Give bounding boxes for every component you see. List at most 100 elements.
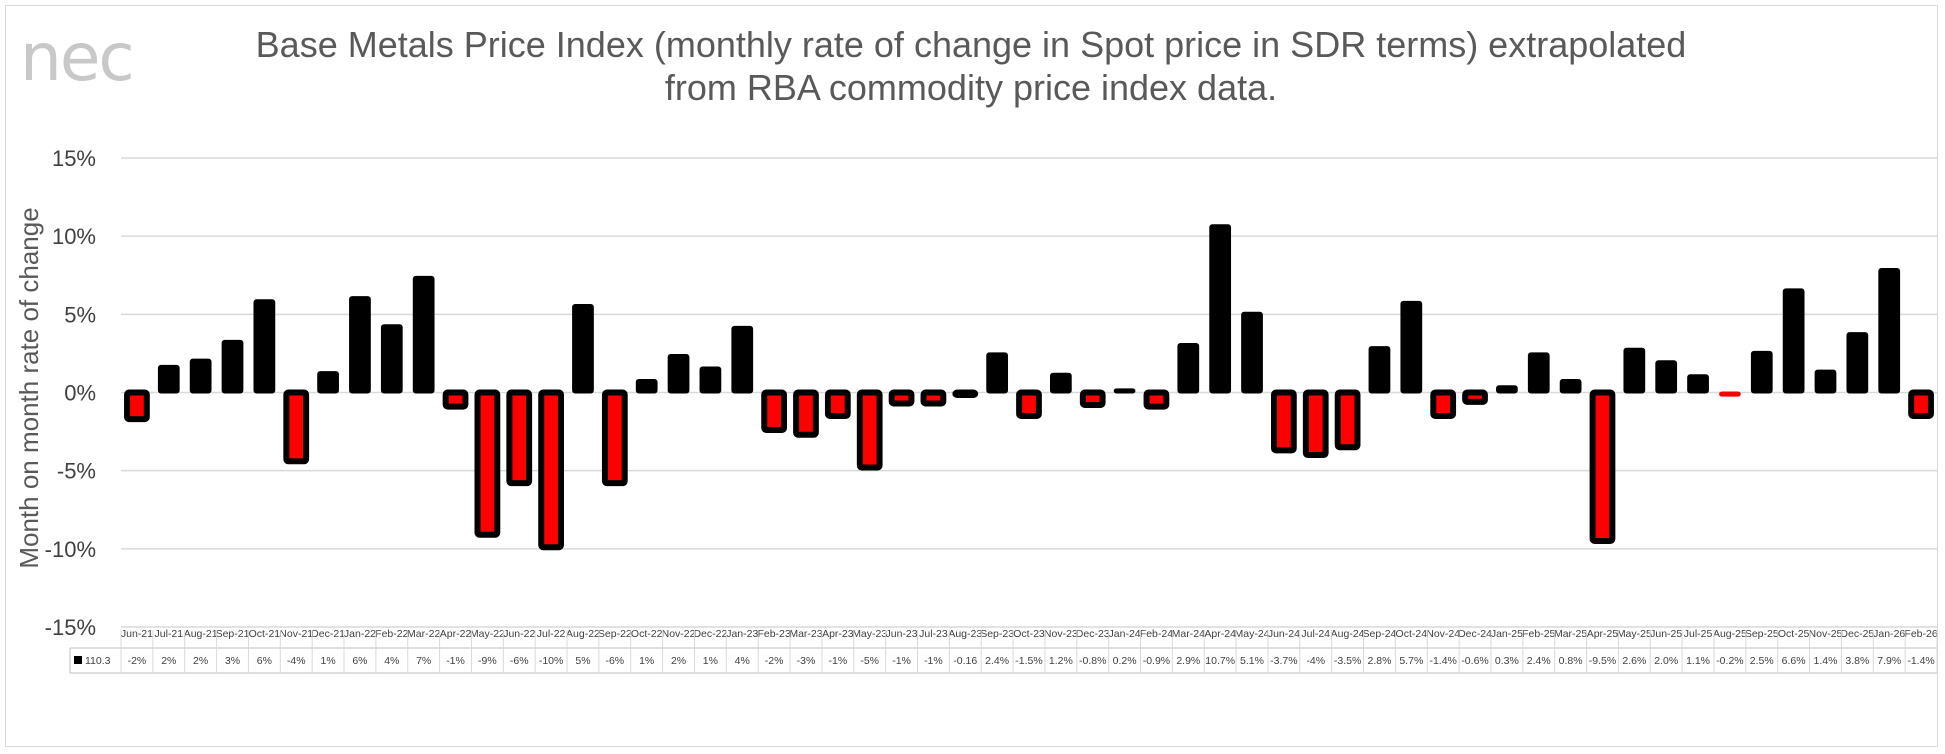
bar-jun-23 <box>888 389 915 407</box>
bar-oct-22 <box>635 378 658 394</box>
data-label: 2.4% <box>1527 655 1551 667</box>
data-label: -1.4% <box>1429 655 1456 667</box>
x-tick-label: Jun-24 <box>1268 628 1300 640</box>
data-label: 1.1% <box>1686 655 1710 667</box>
x-tick-label: Nov-25 <box>1809 628 1843 640</box>
nec-logo: nec <box>20 19 135 96</box>
bar-mar-22 <box>412 275 435 394</box>
x-tick-label: Jul-25 <box>1684 628 1713 640</box>
x-tick-label: Jan-24 <box>1109 628 1141 640</box>
data-label: -0.9% <box>1143 655 1170 667</box>
data-label: 7% <box>416 655 431 667</box>
data-label: 2% <box>193 655 208 667</box>
data-label: -1.5% <box>1015 655 1042 667</box>
bar-sep-23 <box>986 352 1009 394</box>
x-tick-label: Aug-25 <box>1713 628 1747 640</box>
x-tick-label: Nov-23 <box>1044 628 1078 640</box>
x-tick-label: Dec-24 <box>1458 628 1492 640</box>
x-tick-label: Sep-22 <box>598 628 632 640</box>
data-label: 4% <box>735 655 750 667</box>
legend-key <box>74 656 82 664</box>
bar-oct-25 <box>1782 288 1805 394</box>
data-label: 2.9% <box>1176 655 1200 667</box>
x-tick-label: May-24 <box>1235 628 1270 640</box>
y-tick-labels: 15% 10% 5% 0% -5% -10% -15% <box>45 146 96 640</box>
data-label: -0.6% <box>1461 655 1488 667</box>
data-label: -1.4% <box>1907 655 1934 667</box>
bar-jun-21 <box>124 389 150 423</box>
x-tick-label: Aug-22 <box>566 628 600 640</box>
bar-aug-22 <box>572 303 594 394</box>
x-tick-label: Dec-21 <box>311 628 345 640</box>
data-label: -3.7% <box>1270 655 1297 667</box>
x-tick-label: Aug-21 <box>184 628 218 640</box>
x-tick-label: Apr-23 <box>822 628 854 640</box>
data-label: 0.3% <box>1495 655 1519 667</box>
bar-jul-22 <box>538 389 564 551</box>
data-label: 2.0% <box>1654 655 1678 667</box>
y-tick-label: -10% <box>45 537 96 562</box>
y-tick-label: -15% <box>45 615 96 640</box>
x-tick-label: Sep-24 <box>1363 628 1397 640</box>
data-label: 2.5% <box>1750 655 1774 667</box>
bar-feb-22 <box>380 324 403 394</box>
x-tick-label: Jul-21 <box>154 628 183 640</box>
data-label: 2.4% <box>985 655 1009 667</box>
data-label: 2.8% <box>1367 655 1391 667</box>
bar-may-22 <box>474 389 501 538</box>
x-tick-label: Feb-22 <box>375 628 408 640</box>
data-label: -3.5% <box>1334 655 1361 667</box>
y-axis-label: Month on month rate of change <box>14 207 44 568</box>
bar-oct-21 <box>253 299 276 394</box>
data-label: -9.5% <box>1589 655 1616 667</box>
data-label: -4% <box>287 655 306 667</box>
data-label: 3.8% <box>1845 655 1869 667</box>
bar-dec-24 <box>1462 389 1488 405</box>
x-tick-label: Nov-24 <box>1426 628 1460 640</box>
x-tick-label: Feb-24 <box>1140 628 1173 640</box>
data-label: 0.2% <box>1113 655 1137 667</box>
x-tick-label: Mar-23 <box>789 628 822 640</box>
data-label: -2% <box>128 655 147 667</box>
data-label: -1% <box>924 655 943 667</box>
bar-jun-25 <box>1655 360 1678 394</box>
bar-jan-23 <box>731 325 754 394</box>
data-label: -0.2% <box>1716 655 1743 667</box>
x-tick-label: Apr-25 <box>1587 628 1619 640</box>
data-label: -3% <box>797 655 816 667</box>
x-tick-label: Jul-22 <box>537 628 566 640</box>
data-table: 110.3 Jun-21 -2% Jul-21 2% Aug-21 2% Sep-21 3% Oc… <box>69 628 1938 674</box>
x-tick-label: Dec-22 <box>693 628 727 640</box>
x-tick-label: Oct-23 <box>1013 628 1045 640</box>
bar-jan-24 <box>1113 388 1136 394</box>
x-tick-label: Sep-25 <box>1745 628 1779 640</box>
x-tick-label: Jun-22 <box>503 628 535 640</box>
bar-apr-23 <box>824 389 851 419</box>
y-tick-label: 15% <box>52 146 96 171</box>
data-label: -10% <box>539 655 564 667</box>
data-label: 5.1% <box>1240 655 1264 667</box>
x-tick-label: May-25 <box>1617 628 1652 640</box>
data-label: 7.9% <box>1877 655 1901 667</box>
bar-dec-22 <box>699 366 722 394</box>
x-tick-label: Jul-24 <box>1301 628 1330 640</box>
bar-apr-25 <box>1589 389 1616 545</box>
data-label: 2% <box>671 655 686 667</box>
x-tick-label: Feb-23 <box>757 628 790 640</box>
x-tick-label: Jan-25 <box>1491 628 1523 640</box>
bar-jul-23 <box>920 389 947 407</box>
bar-jun-24 <box>1271 389 1297 454</box>
x-tick-label: Jan-22 <box>344 628 376 640</box>
x-tick-label: Jan-26 <box>1873 628 1905 640</box>
data-label: 0.8% <box>1559 655 1583 667</box>
y-tick-label: 10% <box>52 224 96 249</box>
bar-sep-24 <box>1368 346 1391 394</box>
data-label: 3% <box>225 655 240 667</box>
bar-aug-21 <box>189 358 212 394</box>
bar-jul-25 <box>1687 374 1709 394</box>
x-tick-label: Mar-22 <box>407 628 440 640</box>
legend-label: 110.3 <box>85 655 111 667</box>
x-tick-label: Mar-24 <box>1172 628 1205 640</box>
bar-mar-24 <box>1177 343 1200 394</box>
